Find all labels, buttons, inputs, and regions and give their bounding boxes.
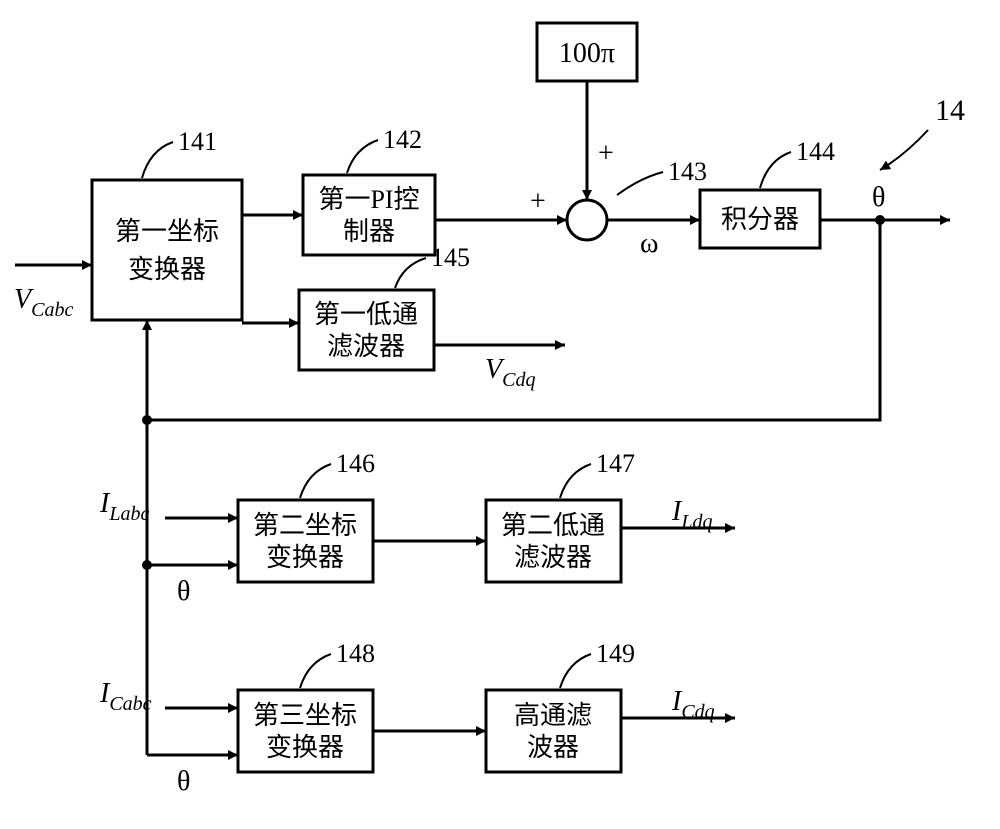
- svg-text:滤波器: 滤波器: [327, 332, 405, 361]
- svg-text:高通滤: 高通滤: [514, 701, 592, 730]
- svg-text:147: 147: [596, 449, 635, 478]
- svg-text:146: 146: [336, 449, 375, 478]
- signal-ilabc: ILabc: [99, 488, 149, 525]
- signal-vcdq: VCdq: [485, 354, 535, 391]
- svg-text:第一PI控: 第一PI控: [318, 185, 419, 214]
- svg-text:143: 143: [668, 157, 707, 186]
- svg-text:148: 148: [336, 639, 375, 668]
- block-142: 第一PI控 制器 142: [303, 125, 435, 255]
- sum-plus-left: +: [530, 186, 546, 217]
- signal-theta-148: θ: [177, 766, 190, 797]
- block-146: 第二坐标 变换器 146: [238, 449, 375, 582]
- svg-text:滤波器: 滤波器: [514, 543, 592, 572]
- signal-theta-out: θ: [872, 182, 885, 213]
- figure-ref-leader: [880, 130, 928, 170]
- figure-ref: 14: [935, 94, 965, 127]
- svg-text:变换器: 变换器: [266, 543, 344, 572]
- svg-text:142: 142: [383, 125, 422, 154]
- svg-text:积分器: 积分器: [721, 205, 799, 234]
- block-145: 第一低通 滤波器 145: [299, 243, 470, 370]
- svg-text:制器: 制器: [343, 217, 395, 246]
- svg-text:149: 149: [596, 639, 635, 668]
- signal-icabc: ICabc: [99, 678, 152, 715]
- signal-omega: ω: [640, 228, 658, 259]
- svg-text:第二坐标: 第二坐标: [253, 511, 357, 540]
- block-147: 第二低通 滤波器 147: [486, 449, 635, 582]
- signal-vcabc: VCabc: [14, 284, 73, 321]
- signal-theta-146: θ: [177, 576, 190, 607]
- svg-text:144: 144: [796, 137, 835, 166]
- svg-text:第二低通: 第二低通: [501, 511, 605, 540]
- const-block: 100π: [537, 23, 637, 81]
- sum-plus-top: +: [598, 138, 614, 169]
- svg-text:145: 145: [431, 243, 470, 272]
- svg-text:第一坐标: 第一坐标: [115, 217, 219, 246]
- wire-theta: [142, 215, 950, 755]
- block-148: 第三坐标 变换器 148: [238, 639, 375, 772]
- svg-text:第一低通: 第一低通: [314, 300, 418, 329]
- svg-text:第三坐标: 第三坐标: [253, 701, 357, 730]
- block-141: 第一坐标 变换器 141: [92, 127, 242, 320]
- svg-text:141: 141: [178, 127, 217, 156]
- svg-text:变换器: 变换器: [128, 255, 206, 284]
- svg-text:100π: 100π: [559, 38, 615, 69]
- svg-text:变换器: 变换器: [266, 733, 344, 762]
- block-144: 积分器 144: [700, 137, 835, 248]
- block-149: 高通滤 波器 149: [486, 639, 635, 772]
- svg-text:波器: 波器: [527, 733, 579, 762]
